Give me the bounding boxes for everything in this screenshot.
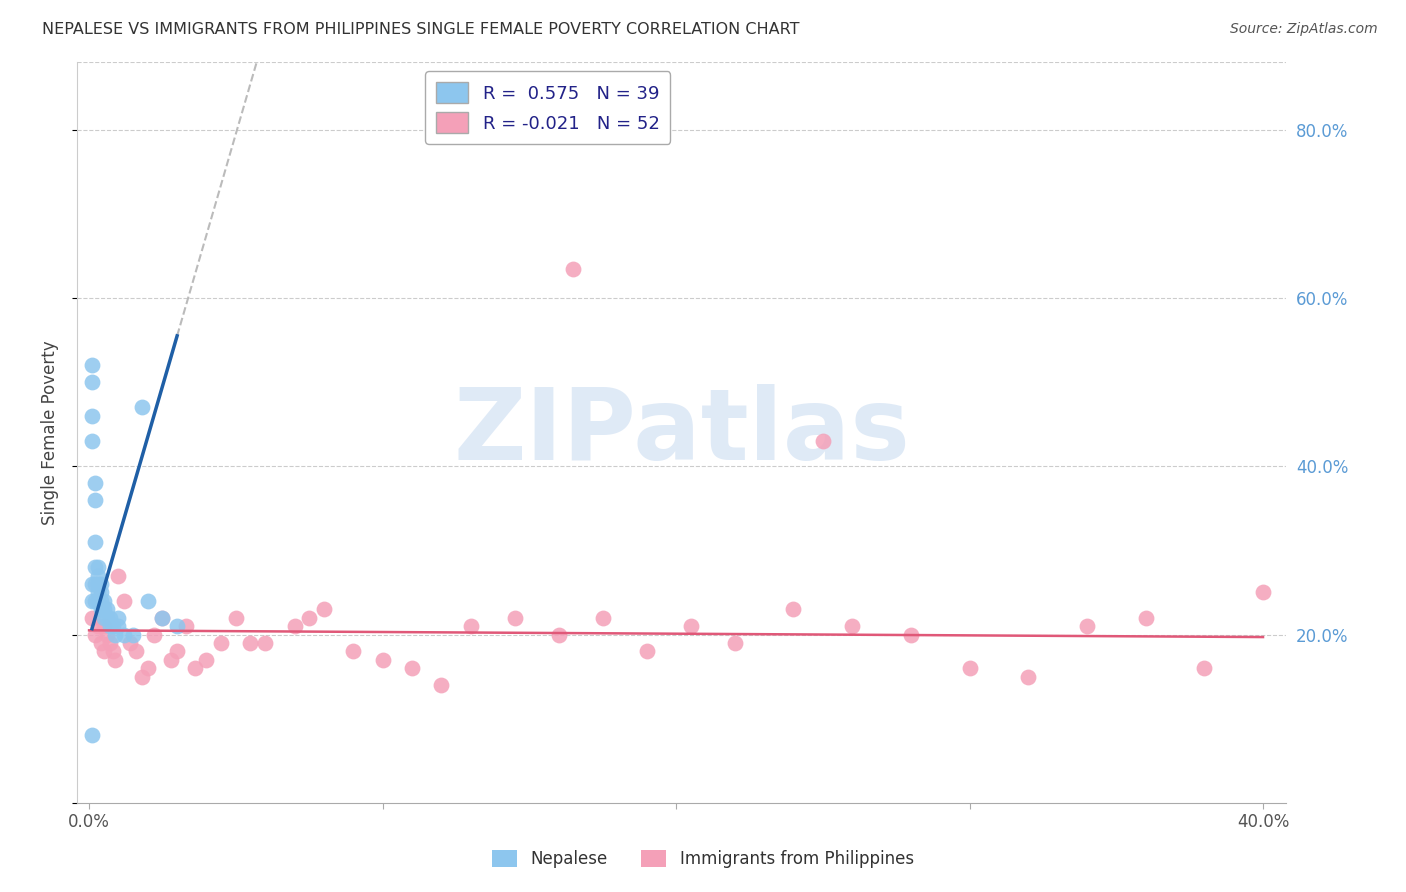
Point [96, 627, 118, 641]
Point [254, 636, 277, 650]
Point [104, 653, 127, 667]
Point [84, 535, 107, 549]
Point [900, 627, 922, 641]
Point [104, 627, 127, 641]
Point [96, 611, 118, 625]
Legend: Nepalese, Immigrants from Philippines: Nepalese, Immigrants from Philippines [485, 843, 921, 875]
Point [166, 644, 188, 658]
Point [1017, 670, 1039, 684]
Point [547, 627, 569, 641]
Point [80, 434, 103, 448]
Point [84, 560, 107, 574]
Point [152, 611, 174, 625]
Point [80, 375, 103, 389]
Point [98, 619, 121, 633]
Point [312, 602, 335, 616]
Point [592, 611, 614, 625]
Point [101, 644, 124, 658]
Point [724, 636, 747, 650]
Point [112, 627, 135, 641]
Point [80, 577, 103, 591]
Point [98, 611, 121, 625]
Point [90, 577, 112, 591]
Point [209, 636, 232, 650]
Point [80, 409, 103, 423]
Point [93, 594, 115, 608]
Point [98, 636, 121, 650]
Point [131, 670, 153, 684]
Point [1135, 611, 1157, 625]
Point [342, 644, 364, 658]
Point [80, 729, 103, 743]
Point [959, 661, 981, 675]
Point [401, 661, 423, 675]
Point [1076, 619, 1098, 633]
Point [811, 434, 834, 448]
Point [195, 653, 218, 667]
Point [90, 602, 112, 616]
Point [225, 611, 247, 625]
Point [174, 619, 197, 633]
Text: NEPALESE VS IMMIGRANTS FROM PHILIPPINES SINGLE FEMALE POVERTY CORRELATION CHART: NEPALESE VS IMMIGRANTS FROM PHILIPPINES … [42, 22, 800, 37]
Point [87, 560, 110, 574]
Point [125, 644, 148, 658]
Point [87, 577, 110, 591]
Point [136, 594, 159, 608]
Point [679, 619, 702, 633]
Point [87, 619, 110, 633]
Point [87, 568, 110, 582]
Point [1251, 585, 1274, 599]
Point [782, 602, 804, 616]
Point [93, 644, 115, 658]
Point [90, 594, 112, 608]
Point [93, 602, 115, 616]
Point [87, 594, 110, 608]
Y-axis label: Single Female Poverty: Single Female Poverty [41, 341, 59, 524]
Point [283, 619, 305, 633]
Point [166, 619, 188, 633]
Point [96, 602, 118, 616]
Point [107, 619, 129, 633]
Legend: R =  0.575   N = 39, R = -0.021   N = 52: R = 0.575 N = 39, R = -0.021 N = 52 [425, 71, 671, 144]
Point [93, 619, 115, 633]
Point [107, 568, 129, 582]
Point [562, 261, 585, 276]
Point [87, 585, 110, 599]
Point [80, 611, 103, 625]
Point [80, 594, 103, 608]
Point [1194, 661, 1216, 675]
Point [503, 611, 526, 625]
Point [239, 636, 262, 650]
Point [84, 492, 107, 507]
Point [371, 653, 394, 667]
Point [160, 653, 183, 667]
Point [122, 627, 145, 641]
Point [101, 619, 124, 633]
Point [430, 678, 453, 692]
Point [90, 585, 112, 599]
Point [90, 636, 112, 650]
Point [298, 611, 321, 625]
Point [84, 577, 107, 591]
Point [107, 611, 129, 625]
Point [120, 636, 142, 650]
Point [112, 594, 135, 608]
Point [142, 627, 165, 641]
Text: ZIPatlas: ZIPatlas [454, 384, 910, 481]
Point [131, 401, 153, 415]
Point [460, 619, 482, 633]
Point [80, 359, 103, 373]
Point [183, 661, 205, 675]
Point [152, 611, 174, 625]
Point [84, 627, 107, 641]
Text: Source: ZipAtlas.com: Source: ZipAtlas.com [1230, 22, 1378, 37]
Point [841, 619, 863, 633]
Point [636, 644, 658, 658]
Point [84, 594, 107, 608]
Point [136, 661, 159, 675]
Point [93, 611, 115, 625]
Point [84, 476, 107, 491]
